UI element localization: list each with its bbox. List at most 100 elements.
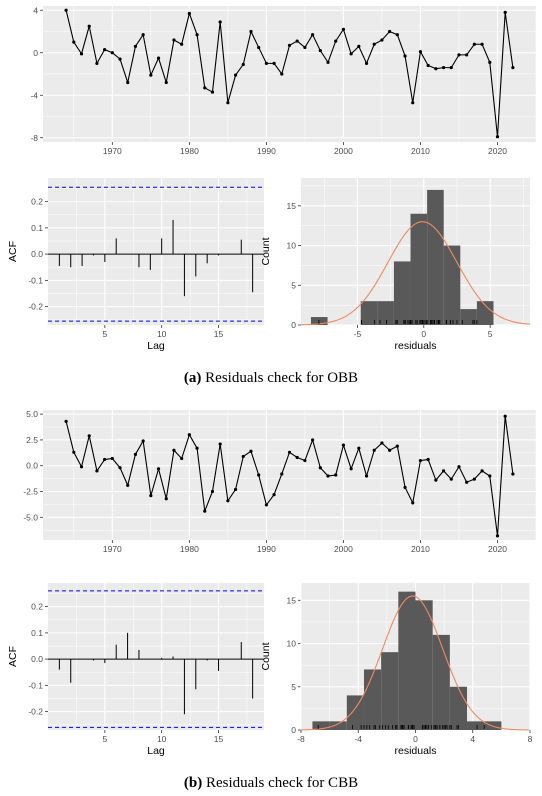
b_timeseries-point [110,456,114,461]
b_timeseries-x-tick-label: 1970 [103,544,122,554]
b_timeseries-point [149,494,153,498]
b_timeseries-point [449,477,453,481]
b_timeseries-point [64,419,68,423]
a_hist-hist-bar [443,245,461,325]
b_hist-x-tick-label: 0 [413,734,418,744]
b_acf-y-axis-title: ACF [7,646,19,667]
a_hist-y-tick-label: 10 [287,241,297,251]
a_timeseries-point [187,11,191,16]
b_timeseries-point [210,489,215,494]
a_timeseries-point [110,51,114,55]
b_acf-panel [48,583,264,730]
b_timeseries-point [156,467,161,471]
b_hist-y-tick-label: 0 [291,725,296,735]
b_timeseries-point [457,465,461,469]
b_timeseries-x-tick-label: 2000 [334,544,353,554]
a_timeseries-point [72,40,76,44]
b_timeseries-point [126,483,130,487]
a_timeseries-point [311,33,315,37]
b_timeseries-point [164,497,168,501]
a_timeseries-point [195,33,199,37]
b_timeseries-point [172,448,176,452]
a_acf-x-tick-label: 5 [102,329,107,339]
b_hist-hist-bar [415,600,433,730]
b_timeseries-y-tick-label: -5.0 [23,512,38,522]
b_timeseries-point [249,449,253,453]
a_timeseries-point [303,45,307,50]
a_timeseries-point [156,56,161,60]
b_timeseries-point [295,455,299,460]
a_hist-hist-bar [476,301,494,325]
b_hist-hist-bar [467,721,485,730]
caption-a-label: (a) [183,370,202,386]
b_hist-hist-bar [312,721,330,730]
b_acf-x-tick-label: 15 [214,734,224,744]
a_timeseries-point [372,42,376,46]
b_timeseries-point [103,457,107,462]
a_timeseries-point [272,61,276,65]
b_timeseries-point [287,450,292,454]
a_timeseries-y-tick-label: -8 [30,133,38,143]
a_timeseries-point [95,61,99,65]
caption-b-text: Residuals check for CBB [206,775,359,791]
b_timeseries-point [311,438,315,442]
a_timeseries-point [380,38,384,42]
a_timeseries-point [503,10,507,14]
b_timeseries-point [95,469,99,473]
b_timeseries-y-tick-label: 2.5 [26,435,38,445]
a_hist-hist-bar [410,213,428,325]
a_timeseries-point [357,44,361,48]
b_timeseries-point [334,473,338,477]
b_timeseries-point [141,439,145,443]
a_timeseries-point [449,66,453,70]
b_acf-y-tick-label: 0.2 [31,602,43,612]
a_hist-y-axis-title: Count [260,237,272,265]
a_timeseries-y-tick-label: 0 [33,48,38,58]
b_hist-x-tick-label: -4 [354,734,362,744]
caption-a-text: Residuals check for OBB [205,370,359,386]
b_timeseries-point [241,454,245,459]
a_hist-x-axis-title: residuals [394,340,436,352]
b_acf-y-tick-label: -0.2 [28,707,43,717]
b_timeseries-point [133,452,138,456]
b_timeseries-point [372,448,376,452]
a_hist-x-tick-label: 5 [488,329,493,339]
b_timeseries-point [226,499,230,503]
a_timeseries-point [233,73,238,77]
b_timeseries-point [280,472,284,476]
a_hist-x-tick-label: -5 [354,329,362,339]
a_acf-panel [48,178,264,325]
b_timeseries-x-tick-label: 1990 [257,544,276,554]
a_timeseries-point [87,24,91,28]
b_timeseries-point [264,503,268,507]
b_timeseries-point [203,509,207,513]
b_acf-y-tick-label: -0.1 [28,680,43,690]
b_timeseries-y-tick-label: 5.0 [26,409,38,419]
a_timeseries-point [241,62,245,67]
b_acf-x-tick-label: 5 [102,734,107,744]
a_timeseries-point [465,53,469,57]
b_timeseries-point [364,474,369,478]
a_hist-hist-bar [427,189,444,325]
a_timeseries-point [403,54,407,58]
a_timeseries-point [149,73,153,77]
a_timeseries-point [203,86,207,90]
b_hist-hist-bar [381,652,399,730]
b_acf-x-tick-label: 10 [157,734,167,744]
caption-b-label: (b) [183,775,203,791]
b_timeseries-point [511,472,515,476]
a_timeseries-point [318,49,322,53]
a_timeseries-point [64,8,68,12]
a_timeseries-point [103,47,107,52]
a_timeseries-point [364,61,369,65]
a_acf-y-tick-label: -0.2 [28,302,43,312]
b_timeseries-point [87,434,91,438]
b_hist-x-tick-label: -8 [297,734,305,744]
b_timeseries-point [272,493,276,497]
b_hist-hist-bar [346,695,364,730]
a_acf-y-axis-title: ACF [7,241,19,262]
b_timeseries-point [403,485,407,489]
a_hist-y-tick-label: 0 [291,320,296,330]
b_timeseries-x-tick-label: 1980 [180,544,199,554]
a_timeseries-point [141,33,145,37]
